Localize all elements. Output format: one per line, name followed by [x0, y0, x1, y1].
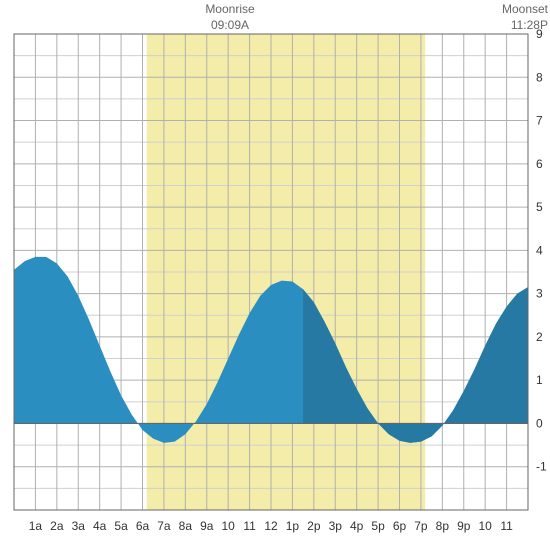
x-tick-label: 8a [179, 519, 193, 533]
x-tick-label: 4p [350, 519, 364, 533]
x-tick-label: 2a [50, 519, 64, 533]
moonset-label: Moonset 11:28P [488, 2, 548, 33]
y-tick-label: 7 [536, 114, 543, 128]
x-tick-label: 2p [307, 519, 321, 533]
y-tick-label: 8 [536, 70, 543, 84]
chart-svg: -101234567891a2a3a4a5a6a7a8a9a1011121p2p… [0, 0, 550, 550]
x-tick-label: 5p [371, 519, 385, 533]
moonrise-title: Moonrise [205, 2, 254, 16]
x-tick-label: 3p [329, 519, 343, 533]
moonrise-label: Moonrise 09:09A [200, 2, 260, 33]
x-tick-label: 10 [478, 519, 492, 533]
y-tick-label: 0 [536, 416, 543, 430]
x-tick-label: 1a [29, 519, 43, 533]
x-tick-label: 1p [286, 519, 300, 533]
tide-chart: Moonrise 09:09A Moonset 11:28P -10123456… [0, 0, 550, 550]
x-tick-label: 12 [264, 519, 278, 533]
x-tick-label: 4a [93, 519, 107, 533]
y-tick-label: 3 [536, 287, 543, 301]
y-tick-label: 1 [536, 373, 543, 387]
x-tick-label: 7p [414, 519, 428, 533]
y-tick-label: 2 [536, 330, 543, 344]
moonrise-time: 09:09A [200, 18, 260, 34]
x-tick-label: 3a [72, 519, 86, 533]
moonset-title: Moonset [502, 2, 548, 16]
y-tick-label: 5 [536, 200, 543, 214]
x-tick-label: 6a [136, 519, 150, 533]
x-tick-label: 5a [114, 519, 128, 533]
x-tick-label: 6p [393, 519, 407, 533]
x-tick-label: 9p [457, 519, 471, 533]
x-tick-label: 11 [500, 519, 513, 533]
moonset-time: 11:28P [488, 18, 548, 34]
x-tick-label: 10 [221, 519, 235, 533]
x-tick-label: 7a [157, 519, 171, 533]
x-tick-label: 8p [436, 519, 450, 533]
x-tick-label: 9a [200, 519, 214, 533]
x-tick-label: 11 [243, 519, 256, 533]
y-tick-label: 6 [536, 157, 543, 171]
y-tick-label: -1 [536, 460, 547, 474]
y-tick-label: 4 [536, 243, 543, 257]
